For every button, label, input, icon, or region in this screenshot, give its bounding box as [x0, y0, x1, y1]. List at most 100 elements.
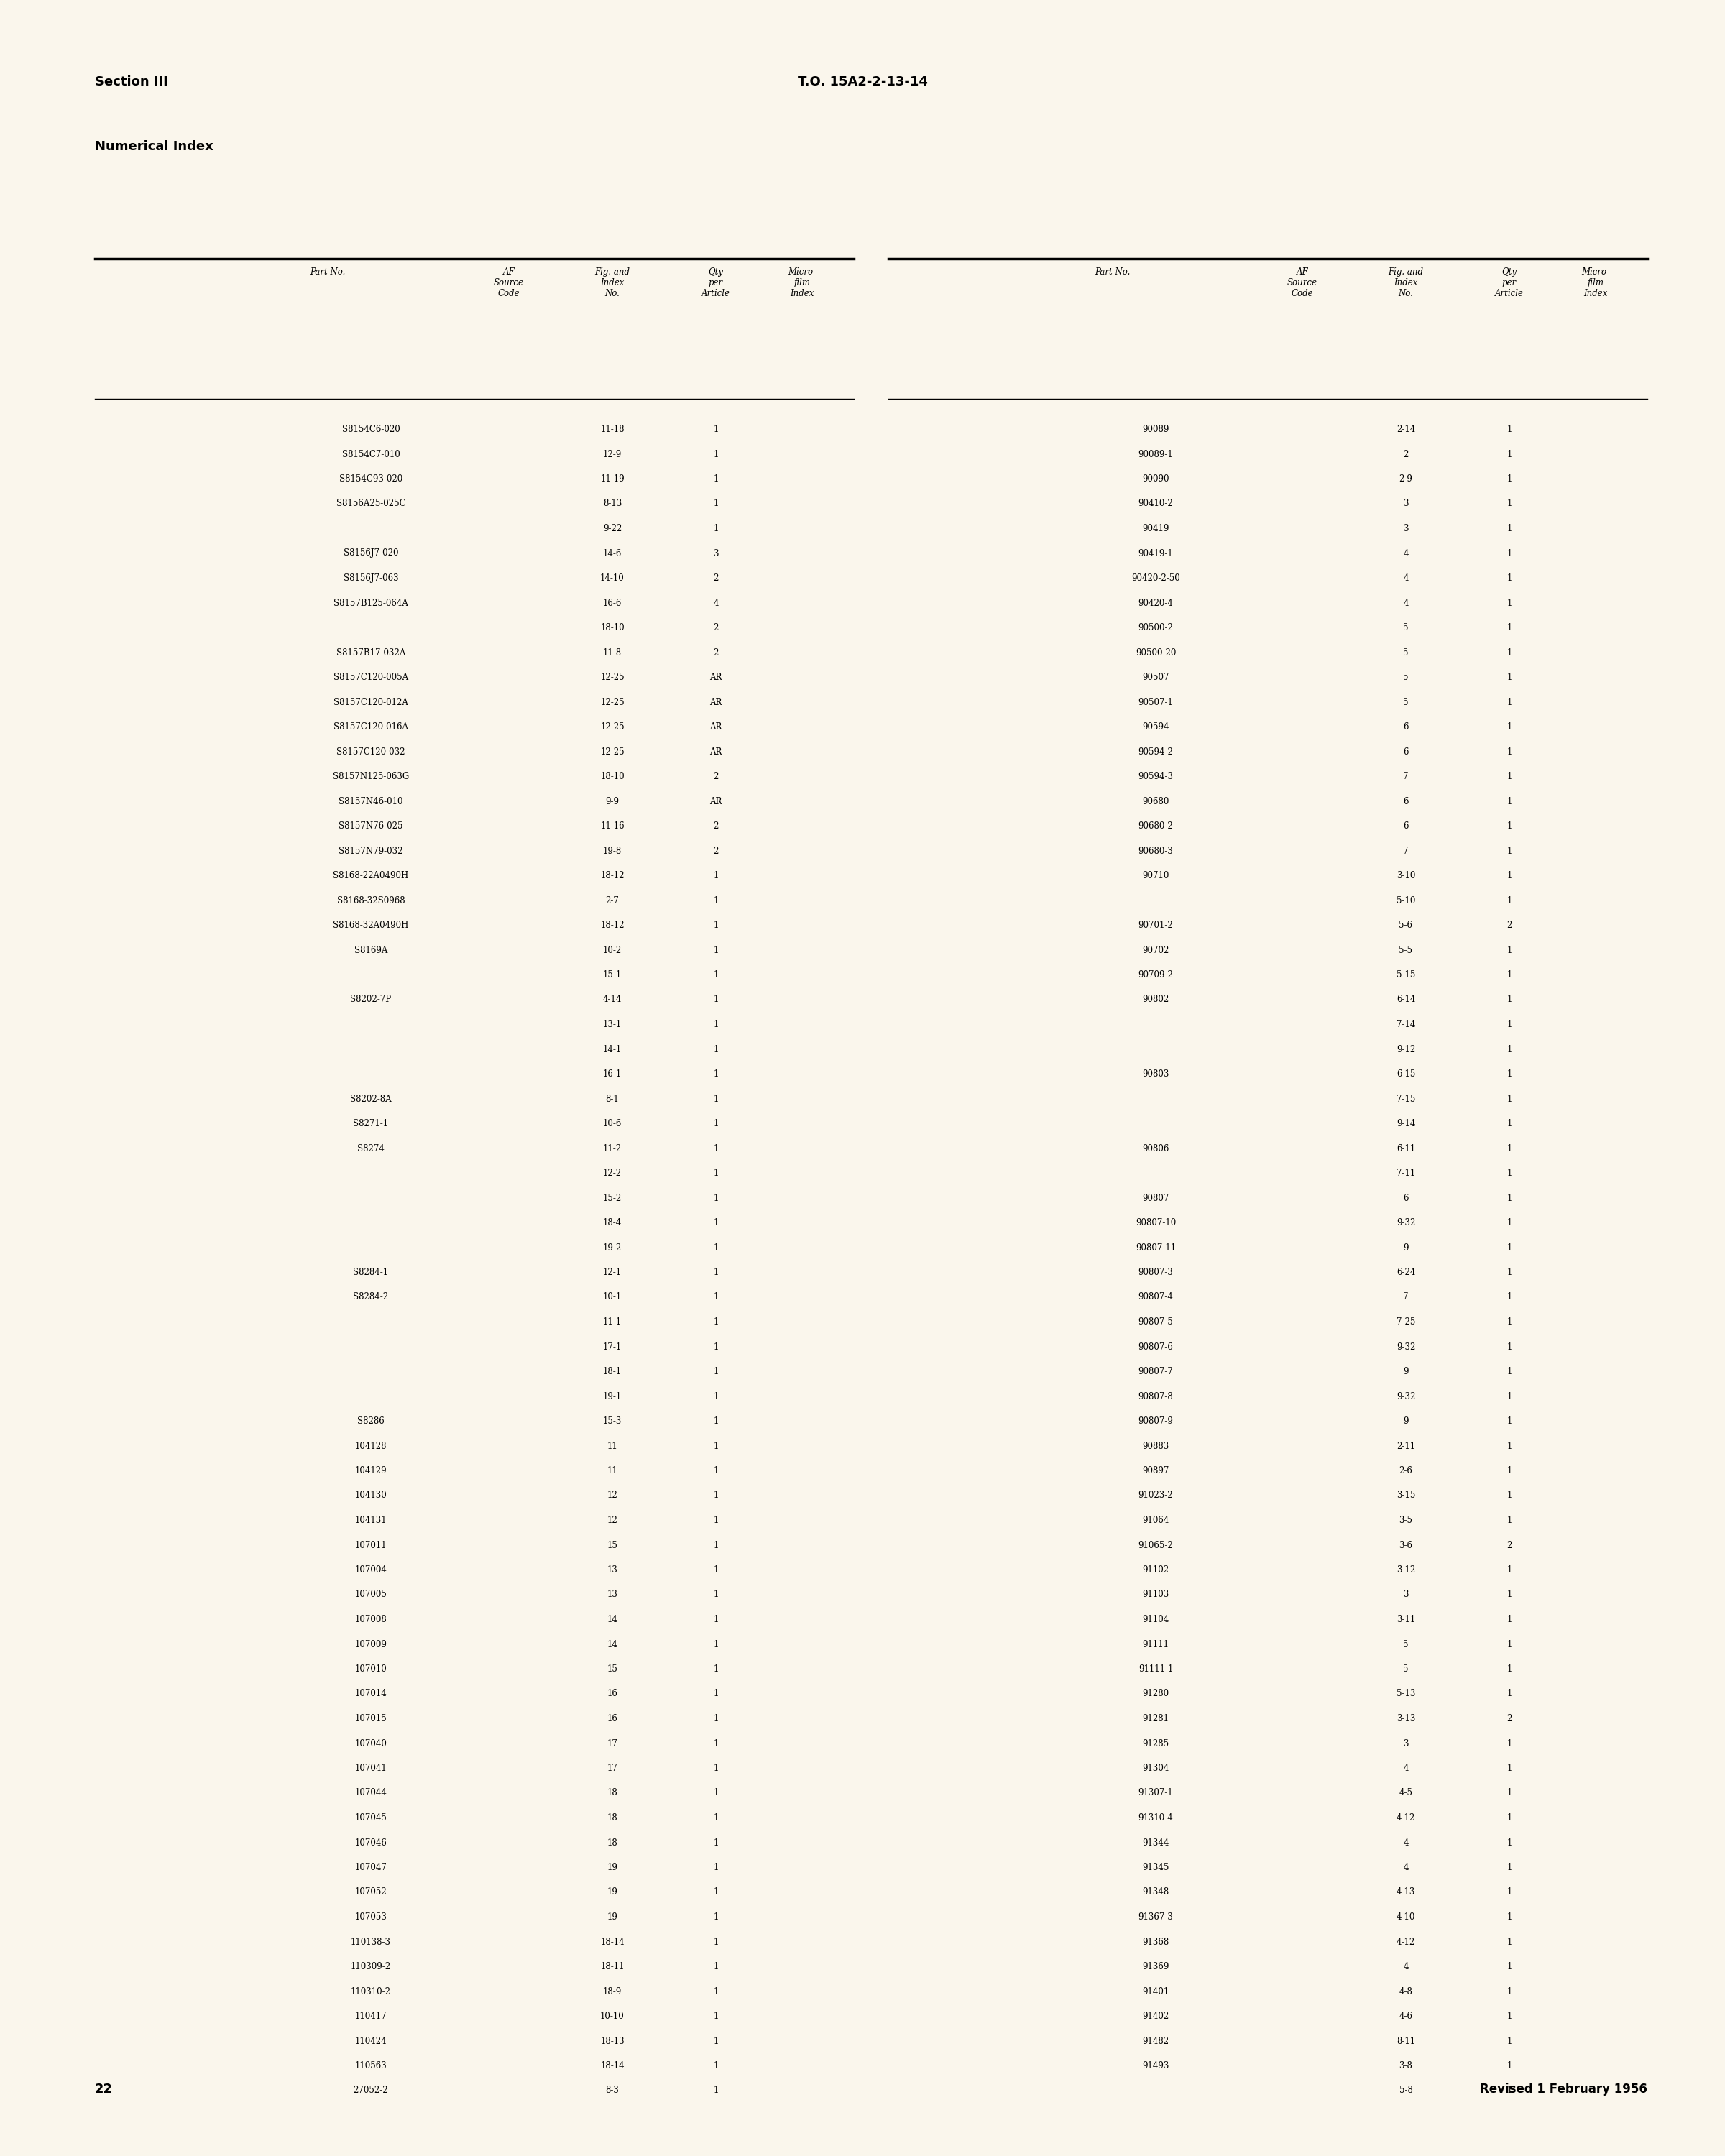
- Text: Section III: Section III: [95, 75, 167, 88]
- Text: 2: 2: [712, 573, 719, 582]
- Text: 104128: 104128: [355, 1442, 386, 1451]
- Text: 1: 1: [712, 1367, 719, 1376]
- Text: 18-14: 18-14: [600, 2061, 624, 2070]
- Text: 90680: 90680: [1142, 798, 1170, 806]
- Text: 11-2: 11-2: [604, 1145, 621, 1153]
- Text: 4-6: 4-6: [1399, 2012, 1413, 2020]
- Text: 15-2: 15-2: [604, 1194, 621, 1203]
- Text: 107040: 107040: [355, 1740, 386, 1749]
- Text: 1: 1: [1506, 550, 1513, 558]
- Text: 1: 1: [1506, 897, 1513, 906]
- Text: 5: 5: [1402, 623, 1409, 632]
- Text: 4: 4: [1402, 1962, 1409, 1971]
- Text: 1: 1: [1506, 1863, 1513, 1871]
- Text: 91304: 91304: [1142, 1764, 1170, 1772]
- Text: 10-1: 10-1: [604, 1294, 621, 1302]
- Text: 7: 7: [1402, 847, 1409, 856]
- Text: 1: 1: [1506, 1962, 1513, 1971]
- Text: 1: 1: [1506, 1268, 1513, 1276]
- Text: 8-13: 8-13: [604, 500, 621, 509]
- Text: 107010: 107010: [355, 1664, 386, 1673]
- Text: 18-13: 18-13: [600, 2035, 624, 2046]
- Text: 107004: 107004: [355, 1565, 386, 1574]
- Text: 1: 1: [712, 1341, 719, 1352]
- Text: 1: 1: [1506, 772, 1513, 780]
- Text: 110309-2: 110309-2: [350, 1962, 392, 1971]
- Text: 1: 1: [712, 1268, 719, 1276]
- Text: Numerical Index: Numerical Index: [95, 140, 214, 153]
- Text: 3-11: 3-11: [1397, 1615, 1414, 1623]
- Text: 7-15: 7-15: [1397, 1095, 1414, 1104]
- Text: 1: 1: [1506, 1367, 1513, 1376]
- Text: 3-5: 3-5: [1399, 1516, 1413, 1524]
- Text: 1: 1: [712, 1863, 719, 1871]
- Text: 2-6: 2-6: [1399, 1466, 1413, 1475]
- Text: 17-1: 17-1: [604, 1341, 621, 1352]
- Text: 12-25: 12-25: [600, 699, 624, 707]
- Text: 104131: 104131: [355, 1516, 386, 1524]
- Text: 1: 1: [1506, 1938, 1513, 1947]
- Text: 110310-2: 110310-2: [350, 1988, 392, 1996]
- Text: S8156J7-020: S8156J7-020: [343, 550, 398, 558]
- Text: 1: 1: [712, 897, 719, 906]
- Text: 15-3: 15-3: [604, 1416, 621, 1425]
- Text: 1: 1: [712, 1466, 719, 1475]
- Text: 1: 1: [712, 1988, 719, 1996]
- Text: 18-11: 18-11: [600, 1962, 624, 1971]
- Text: 1: 1: [1506, 1194, 1513, 1203]
- Text: S8157N76-025: S8157N76-025: [338, 821, 404, 830]
- Text: 1: 1: [1506, 1466, 1513, 1475]
- Text: 4-14: 4-14: [604, 996, 621, 1005]
- Text: 1: 1: [712, 871, 719, 880]
- Text: 6: 6: [1402, 748, 1409, 757]
- Text: 90090: 90090: [1142, 474, 1170, 483]
- Text: 1: 1: [712, 1046, 719, 1054]
- Text: 90702: 90702: [1142, 946, 1170, 955]
- Text: 1: 1: [1506, 1442, 1513, 1451]
- Text: S8156A25-025C: S8156A25-025C: [336, 500, 405, 509]
- Text: 110138-3: 110138-3: [350, 1938, 392, 1947]
- Text: 14-1: 14-1: [604, 1046, 621, 1054]
- Text: 90089-1: 90089-1: [1138, 451, 1173, 459]
- Text: 3: 3: [1402, 500, 1409, 509]
- Text: 90803: 90803: [1142, 1069, 1170, 1078]
- Text: 18-1: 18-1: [604, 1367, 621, 1376]
- Text: 1: 1: [712, 1565, 719, 1574]
- Text: Qty
per
Article: Qty per Article: [702, 267, 730, 298]
- Text: S8168-32A0490H: S8168-32A0490H: [333, 921, 409, 929]
- Text: AF
Source
Code: AF Source Code: [493, 267, 524, 298]
- Text: 4-13: 4-13: [1397, 1889, 1414, 1897]
- Text: 1: 1: [712, 970, 719, 979]
- Text: 11-8: 11-8: [604, 649, 621, 658]
- Text: 1: 1: [712, 1764, 719, 1772]
- Text: 14-6: 14-6: [604, 550, 621, 558]
- Text: 1: 1: [712, 1938, 719, 1947]
- Text: 90807-8: 90807-8: [1138, 1393, 1173, 1401]
- Text: 18-12: 18-12: [600, 921, 624, 929]
- Text: 11-16: 11-16: [600, 821, 624, 830]
- Text: 2: 2: [712, 649, 719, 658]
- Text: 4: 4: [1402, 1764, 1409, 1772]
- Text: 9: 9: [1402, 1367, 1409, 1376]
- Text: 5-5: 5-5: [1399, 946, 1413, 955]
- Text: AF
Source
Code: AF Source Code: [1287, 267, 1318, 298]
- Text: 12-25: 12-25: [600, 722, 624, 731]
- Text: 107052: 107052: [355, 1889, 386, 1897]
- Text: 90897: 90897: [1142, 1466, 1170, 1475]
- Text: 15: 15: [607, 1539, 618, 1550]
- Text: S8157N46-010: S8157N46-010: [338, 798, 404, 806]
- Text: 10-2: 10-2: [604, 946, 621, 955]
- Text: 90089: 90089: [1142, 425, 1170, 433]
- Text: 1: 1: [1506, 1690, 1513, 1699]
- Text: 91102: 91102: [1142, 1565, 1170, 1574]
- Text: 91368: 91368: [1142, 1938, 1170, 1947]
- Text: 5: 5: [1402, 1641, 1409, 1649]
- Text: S8271-1: S8271-1: [354, 1119, 388, 1128]
- Text: 91111-1: 91111-1: [1138, 1664, 1173, 1673]
- Text: 91493: 91493: [1142, 2061, 1170, 2070]
- Text: 91064: 91064: [1142, 1516, 1170, 1524]
- Text: 91307-1: 91307-1: [1138, 1789, 1173, 1798]
- Text: 6-11: 6-11: [1397, 1145, 1414, 1153]
- Text: 90507-1: 90507-1: [1138, 699, 1173, 707]
- Text: 90807-3: 90807-3: [1138, 1268, 1173, 1276]
